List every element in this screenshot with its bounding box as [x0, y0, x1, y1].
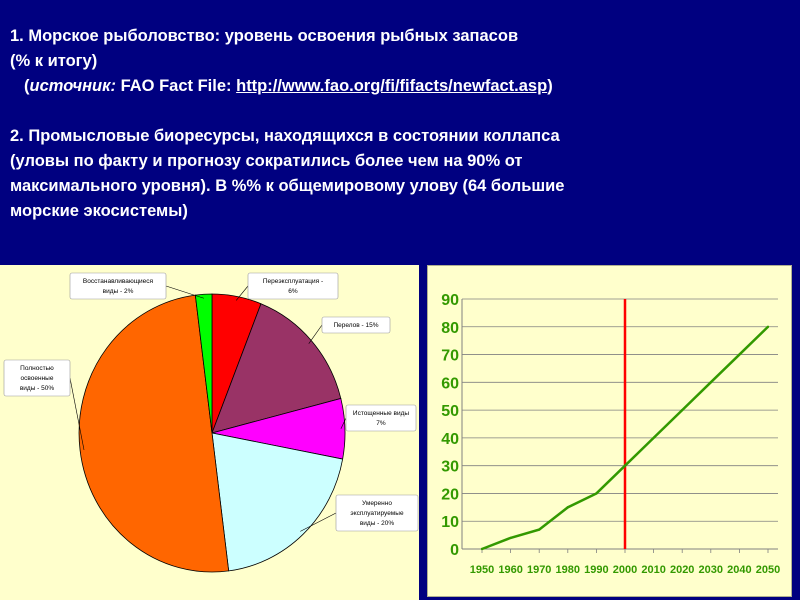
x-tick-label-2050: 2050 — [756, 564, 780, 576]
pie-leader-2 — [340, 417, 347, 429]
pie-label-3-1: эксплуатируемые — [350, 510, 404, 517]
header-text: 1. Морское рыболовство: уровень освоения… — [10, 24, 790, 224]
y-tick-label-40: 40 — [441, 431, 459, 448]
pie-label-1-0: Перелов - 15% — [333, 322, 378, 329]
y-tick-label-90: 90 — [441, 292, 459, 309]
y-tick-label-10: 10 — [441, 514, 459, 531]
x-tick-label-1960: 1960 — [498, 564, 522, 576]
line-chart-panel: 0 10 20 30 40 50 60 70 80 90 1950 1960 1970 1980 1990 2… — [427, 265, 792, 597]
x-tick-label-1990: 1990 — [584, 564, 608, 576]
pie-slice-1 — [211, 303, 342, 434]
x-tick-label-2040: 2040 — [727, 564, 751, 576]
y-tick-label-70: 70 — [441, 348, 459, 365]
series-point-1980 — [566, 506, 569, 509]
pie-label-box-3 — [335, 494, 419, 532]
title-line-4: 2. Промысловые биоресурсы, находящихся в… — [10, 127, 560, 145]
x-tick-label-1970: 1970 — [527, 564, 551, 576]
series-point-2040 — [738, 353, 741, 356]
pie-label-box-5 — [69, 272, 167, 300]
pie-label-4-0: Полностью — [20, 365, 54, 372]
y-tick-label-0: 0 — [450, 542, 459, 559]
source-link[interactable]: http://www.fao.org/fi/fifacts/newfact.as… — [236, 77, 548, 95]
series-point-2000 — [623, 464, 627, 467]
title-line-2: (% к итогу) — [10, 52, 98, 70]
pie-leader-1 — [308, 324, 323, 344]
pie-label-box-1 — [321, 316, 391, 334]
source-close-paren: ) — [547, 77, 553, 95]
pie-label-2-1: 7% — [376, 420, 386, 427]
pie-chart-panel: Переэксплуатация - 6% Перелов - 15% Истощен… — [0, 265, 419, 600]
source-line: (источник: FAO Fact File: http://www.fao… — [10, 74, 790, 99]
y-tick-label-60: 60 — [441, 375, 459, 392]
x-tick-label-1980: 1980 — [556, 564, 580, 576]
series-point-2020 — [681, 408, 684, 412]
pie-label-4-2: виды - 50% — [20, 385, 55, 392]
x-tick-label-2010: 2010 — [641, 564, 665, 576]
pie-slice-4 — [78, 294, 230, 573]
series-point-1990 — [595, 492, 598, 495]
title-line-1: 1. Морское рыболовство: уровень освоения… — [10, 27, 519, 45]
series-point-2030 — [709, 381, 712, 384]
y-tick-label-20: 20 — [441, 486, 459, 503]
series-point-2050 — [766, 325, 770, 328]
pie-label-box-0 — [247, 272, 339, 300]
source-open-paren: ( — [24, 77, 30, 95]
x-tick-label-2020: 2020 — [670, 564, 694, 576]
x-tick-label-2000: 2000 — [613, 564, 637, 576]
pie-slice-5 — [194, 293, 213, 434]
pie-label-box-4 — [3, 359, 71, 397]
pie-leader-0 — [235, 285, 249, 301]
pie-chart: Переэксплуатация - 6% Перелов - 15% Истощен… — [3, 272, 419, 573]
y-tick-label-30: 30 — [441, 459, 459, 476]
pie-label-2-0: Истощенные виды — [353, 410, 409, 417]
pie-label-box-2 — [345, 404, 417, 432]
pie-label-5-1: виды - 2% — [103, 288, 134, 295]
series-point-1950 — [480, 547, 484, 551]
pie-leader-5 — [165, 285, 204, 299]
y-tick-label-50: 50 — [441, 403, 459, 420]
x-tick-label-2030: 2030 — [699, 564, 723, 576]
pie-label-3-0: Умеренно — [362, 500, 392, 507]
series-point-1960 — [509, 536, 512, 540]
series-point-2010 — [652, 436, 655, 440]
y-tick-label-80: 80 — [441, 320, 459, 337]
pie-label-4-1: освоенные — [21, 375, 54, 382]
pie-leader-3 — [300, 512, 337, 532]
pie-label-3-2: виды - 20% — [360, 520, 395, 527]
pie-slice-3 — [211, 432, 344, 572]
x-tick-label-1950: 1950 — [470, 564, 494, 576]
pie-leader-4 — [69, 377, 85, 450]
title-line-6: максимального уровня). В %% к общемирово… — [10, 177, 565, 195]
source-text: FAO Fact File: — [116, 77, 237, 95]
pie-label-0-0: Переэксплуатация - — [263, 278, 323, 285]
series-point-1970 — [538, 528, 541, 531]
title-line-7: морские экосистемы) — [10, 202, 188, 220]
source-label: источник: — [29, 77, 117, 95]
pie-label-0-1: 6% — [288, 288, 298, 295]
pie-label-5-0: Восстанавливающиеся — [83, 278, 154, 285]
title-line-5: (уловы по факту и прогнозу сократились б… — [10, 152, 523, 170]
